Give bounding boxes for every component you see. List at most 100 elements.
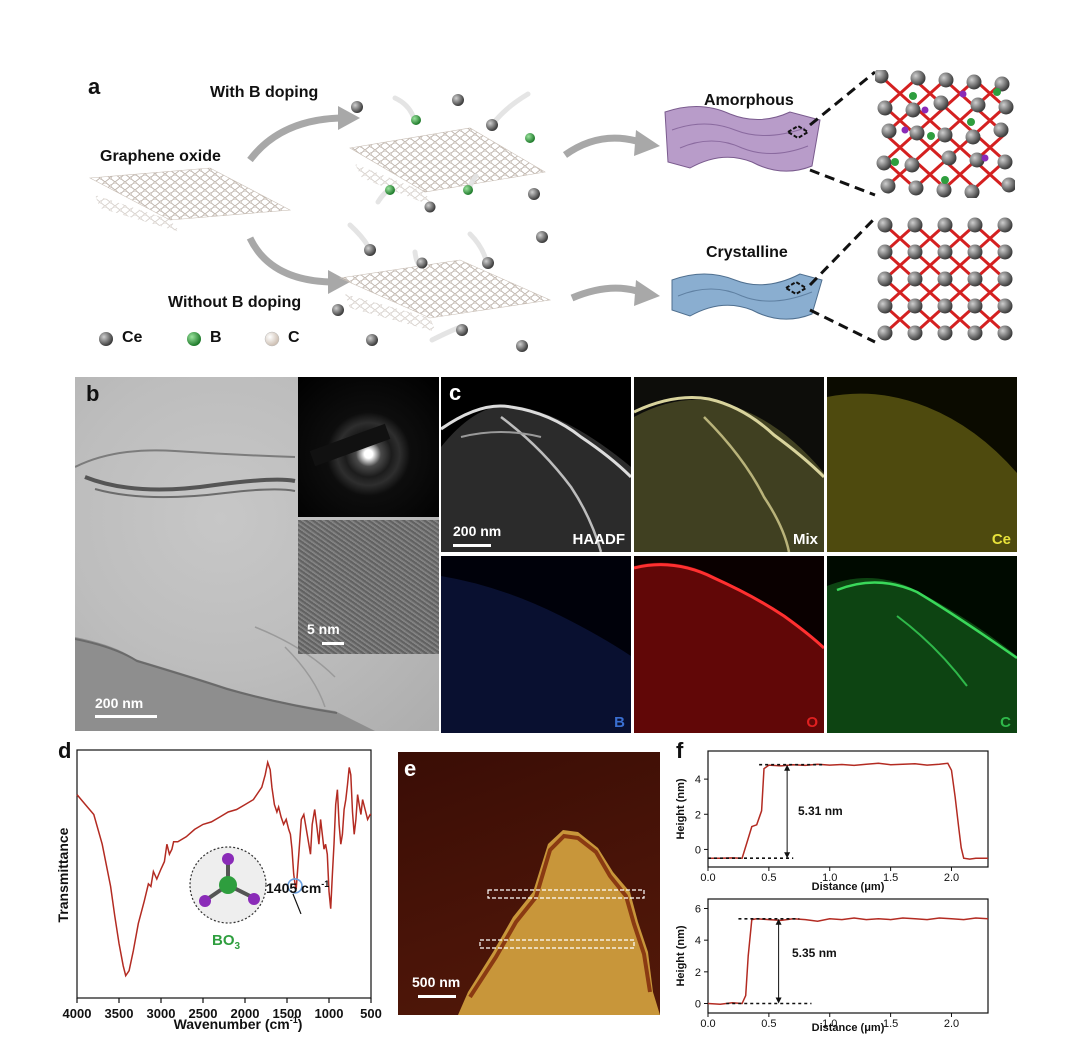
haadf-label: HAADF: [572, 531, 626, 548]
panel-b: 5 nm 200 nm: [75, 377, 439, 731]
o-map: [634, 556, 824, 733]
ftir-x-tick-label: 2500: [189, 1006, 218, 1021]
profile-x-tick-label: 1.0: [822, 872, 837, 884]
panel-a-label: a: [88, 74, 101, 99]
graphene-oxide-sheet: [88, 167, 292, 232]
profile-top-annotation: 5.31 nm: [798, 804, 843, 818]
panel-c-label: c: [449, 380, 462, 405]
bo3-molecule: [189, 846, 267, 924]
ftir-x-tick-label: 1000: [315, 1006, 344, 1021]
panel-e-label: e: [404, 756, 417, 781]
ce-label: Ce: [991, 531, 1011, 548]
height-profile-top: 0.0 0.5 1.0 1.5 2.0 0 2 4 5.31 nm Height (nm) D…: [675, 750, 989, 893]
inset-scalebar-label: 5 nm: [307, 621, 340, 637]
profile-y-tick-label: 4: [695, 935, 701, 947]
b-map: [441, 556, 631, 733]
panel-a: a With B doping Graphene oxide Without B…: [0, 70, 1080, 370]
profile-y-tick-label: 0: [695, 999, 701, 1011]
atom-legend: [99, 331, 280, 347]
saed-inset: [298, 377, 439, 517]
profile-top-step-annotation: [708, 763, 824, 860]
panel-b-label: b: [86, 381, 100, 406]
crystalline-label: Crystalline: [706, 244, 788, 261]
profile-bottom-series-line: [707, 917, 989, 1006]
ftir-x-tick-label: 1500: [273, 1006, 302, 1021]
profile-x-tick-label: 2.0: [944, 872, 959, 884]
ftir-x-tick-label: 4000: [63, 1006, 92, 1021]
profile-top-ylabel: Height (nm): [675, 778, 687, 839]
peak-1405-marker: [287, 878, 303, 894]
b-label: B: [614, 714, 625, 731]
o-label: O: [806, 714, 818, 731]
arrow-to-crystalline: [570, 284, 642, 302]
afm-flake: [458, 830, 660, 1015]
haadf-scalebar-label: 200 nm: [453, 523, 502, 539]
profile-y-tick-label: 2: [695, 809, 701, 821]
ftir-x-tick-label: 2000: [231, 1006, 260, 1021]
peak-annotation: 1405 cm-1: [266, 879, 329, 896]
profile-x-tick-label: 0.5: [761, 872, 776, 884]
doped-sheet: [349, 127, 546, 193]
profile-x-tick-label: 1.5: [883, 872, 898, 884]
panel-a-schematic: [88, 70, 877, 352]
panel-d-label: d: [58, 738, 72, 763]
amorphous-label: Amorphous: [704, 92, 794, 109]
graphene-oxide-label: Graphene oxide: [100, 148, 221, 165]
afm-scalebar-label: 500 nm: [412, 974, 461, 990]
arrow-to-amorphous: [562, 134, 642, 158]
mix-label: Mix: [792, 531, 818, 548]
profile-x-tick-label: 0.0: [700, 872, 715, 884]
profile-y-tick-label: 6: [695, 904, 701, 916]
panel-f-label: f: [676, 738, 684, 763]
profile-bottom-annotation: 5.35 nm: [792, 946, 837, 960]
main-scalebar: [95, 715, 157, 718]
panel-e: e 500 nm: [398, 752, 660, 1015]
profile-y-tick-label: 2: [695, 967, 701, 979]
profile-bottom-frame: [707, 898, 989, 1014]
profile-top-frame: [707, 750, 989, 868]
without-b-doping-label: Without B doping: [168, 294, 302, 311]
ce-map: [827, 377, 1017, 552]
crystalline-sheet: [671, 273, 823, 320]
profile-x-tick-label: 0.0: [700, 1018, 715, 1030]
bo3-label: BO3: [212, 932, 241, 952]
afm-scalebar: [418, 995, 456, 998]
profile-y-tick-label: 0: [695, 844, 701, 856]
legend-ce: Ce: [122, 329, 143, 346]
profile-top-series-line: [708, 762, 988, 860]
arrow-to-doped: [247, 114, 341, 163]
profile-bottom-xlabel: Distance (μm): [812, 1022, 885, 1034]
haadf-scalebar: [453, 544, 491, 547]
panel-c: c 200 nm HAADF Mix Ce B O C: [441, 377, 1017, 733]
amorphous-structure-inset: [875, 70, 1015, 198]
ftir-x-tick-label: 500: [360, 1006, 382, 1021]
profile-x-tick-label: 1.0: [822, 1018, 837, 1030]
profile-top-xlabel: Distance (μm): [812, 881, 885, 893]
main-scalebar-label: 200 nm: [95, 695, 144, 711]
c-label: C: [1000, 714, 1011, 731]
mix-map: [634, 377, 824, 552]
profile-x-tick-label: 2.0: [944, 1018, 959, 1030]
crystalline-structure-inset: [877, 217, 1013, 341]
ftir-series-line: [76, 759, 371, 978]
b-atoms: [385, 115, 535, 195]
hrtem-inset: [298, 520, 439, 654]
ftir-chart: 4000 3500 3000 2500 2000 1500 1000 500 BO3 1405…: [55, 749, 382, 1032]
legend-b: B: [210, 329, 222, 346]
profile-bottom-ylabel: Height (nm): [675, 925, 687, 986]
beam-stopper: [309, 423, 391, 467]
legend-c: C: [288, 329, 300, 346]
arrow-to-undoped: [246, 236, 331, 286]
with-b-doping-label: With B doping: [210, 84, 319, 101]
ce-atoms: [332, 94, 548, 352]
ftir-ylabel: Transmittance: [55, 827, 71, 922]
profile-x-tick-label: 1.5: [883, 1018, 898, 1030]
ftir-x-ticks: 4000 3500 3000 2500 2000 1500 1000 500: [63, 998, 382, 1021]
profile-y-tick-label: 4: [695, 774, 701, 786]
ftir-x-tick-label: 3000: [147, 1006, 176, 1021]
ftir-xlabel: Wavenumber (cm-1): [174, 1015, 303, 1032]
haadf-map: [441, 377, 631, 552]
ftir-x-tick-label: 3500: [105, 1006, 134, 1021]
annotation-arrow: [292, 893, 302, 915]
